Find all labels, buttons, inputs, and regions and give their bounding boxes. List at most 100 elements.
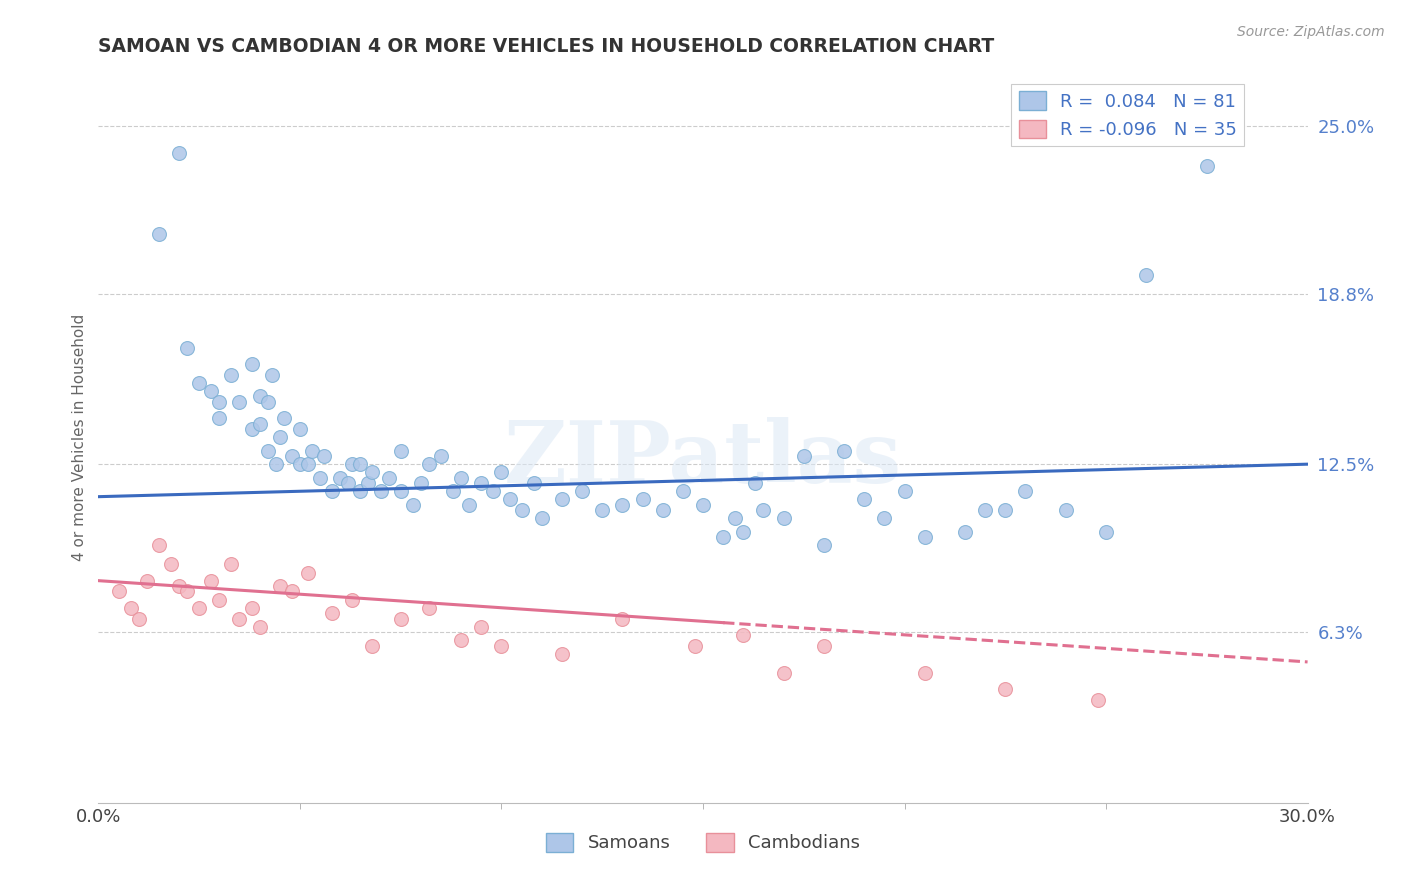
Point: [288, 457, 311, 471]
Point: [349, 457, 371, 471]
Point: [288, 422, 311, 436]
Point: [1014, 484, 1036, 499]
Point: [208, 395, 231, 409]
Point: [1087, 693, 1109, 707]
Point: [430, 449, 453, 463]
Point: [176, 341, 198, 355]
Point: [167, 579, 190, 593]
Point: [249, 620, 271, 634]
Point: [167, 145, 190, 160]
Point: [651, 503, 673, 517]
Point: [491, 639, 513, 653]
Point: [711, 530, 734, 544]
Point: [200, 574, 222, 588]
Point: [314, 449, 336, 463]
Point: [724, 511, 747, 525]
Point: [208, 592, 231, 607]
Point: [228, 611, 250, 625]
Point: [692, 498, 714, 512]
Point: [873, 511, 896, 525]
Point: [551, 492, 574, 507]
Point: [498, 492, 520, 507]
Point: [249, 389, 271, 403]
Point: [208, 411, 231, 425]
Point: [357, 476, 380, 491]
Point: [221, 558, 243, 572]
Point: [994, 503, 1017, 517]
Point: [329, 471, 352, 485]
Point: [349, 484, 371, 499]
Point: [309, 471, 332, 485]
Point: [853, 492, 876, 507]
Point: [148, 227, 170, 241]
Point: [672, 484, 695, 499]
Point: [813, 639, 835, 653]
Point: [256, 395, 278, 409]
Point: [772, 665, 794, 680]
Point: [240, 422, 263, 436]
Point: [107, 584, 129, 599]
Point: [361, 465, 384, 479]
Point: [914, 530, 936, 544]
Point: [297, 566, 319, 580]
Point: [321, 606, 343, 620]
Point: [458, 498, 481, 512]
Point: [450, 633, 472, 648]
Point: [176, 584, 198, 599]
Point: [240, 600, 263, 615]
Point: [953, 524, 976, 539]
Text: ZIPatlas: ZIPatlas: [503, 417, 903, 501]
Point: [418, 457, 440, 471]
Point: [470, 620, 492, 634]
Point: [1095, 524, 1118, 539]
Point: [249, 417, 271, 431]
Point: [832, 443, 855, 458]
Point: [389, 443, 412, 458]
Point: [228, 395, 250, 409]
Point: [491, 465, 513, 479]
Text: Source: ZipAtlas.com: Source: ZipAtlas.com: [1237, 25, 1385, 39]
Point: [269, 430, 291, 444]
Point: [994, 681, 1017, 696]
Text: SAMOAN VS CAMBODIAN 4 OR MORE VEHICLES IN HOUSEHOLD CORRELATION CHART: SAMOAN VS CAMBODIAN 4 OR MORE VEHICLES I…: [98, 37, 994, 56]
Point: [301, 443, 323, 458]
Point: [752, 503, 775, 517]
Point: [510, 503, 533, 517]
Point: [297, 457, 319, 471]
Point: [612, 611, 634, 625]
Point: [389, 484, 412, 499]
Point: [321, 484, 343, 499]
Point: [200, 384, 222, 398]
Point: [793, 449, 815, 463]
Point: [377, 471, 399, 485]
Point: [893, 484, 915, 499]
Point: [744, 476, 766, 491]
Point: [482, 484, 505, 499]
Point: [683, 639, 706, 653]
Point: [631, 492, 654, 507]
Point: [523, 476, 546, 491]
Y-axis label: 4 or more Vehicles in Household: 4 or more Vehicles in Household: [72, 313, 87, 561]
Point: [409, 476, 432, 491]
Point: [120, 600, 142, 615]
Point: [551, 647, 574, 661]
Point: [135, 574, 157, 588]
Point: [450, 471, 472, 485]
Point: [441, 484, 464, 499]
Point: [260, 368, 283, 382]
Point: [256, 443, 278, 458]
Point: [221, 368, 243, 382]
Point: [571, 484, 593, 499]
Point: [188, 600, 211, 615]
Point: [389, 611, 412, 625]
Point: [361, 639, 384, 653]
Point: [418, 600, 440, 615]
Point: [402, 498, 425, 512]
Point: [148, 538, 170, 552]
Point: [264, 457, 287, 471]
Point: [1135, 268, 1157, 282]
Legend: Samoans, Cambodians: Samoans, Cambodians: [538, 826, 868, 860]
Point: [530, 511, 553, 525]
Point: [337, 476, 360, 491]
Point: [128, 611, 150, 625]
